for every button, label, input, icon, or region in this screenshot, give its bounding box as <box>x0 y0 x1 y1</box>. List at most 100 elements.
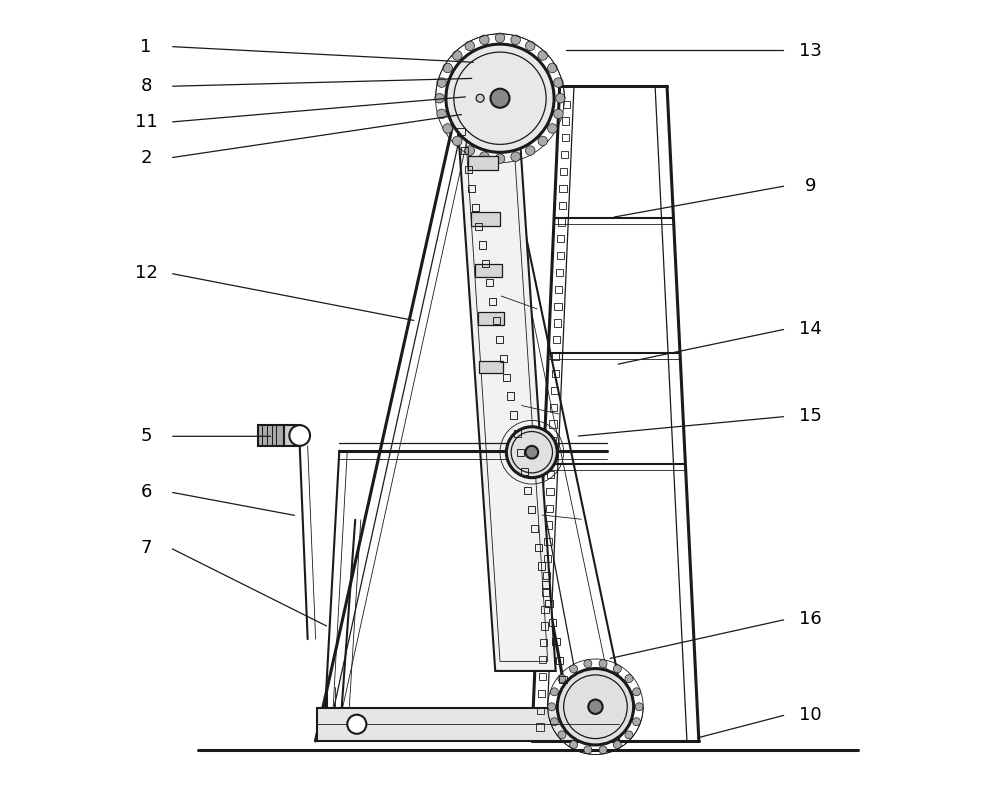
Circle shape <box>599 660 607 668</box>
Circle shape <box>557 669 634 745</box>
Bar <box>510 412 517 419</box>
Bar <box>544 555 551 562</box>
Bar <box>478 312 504 325</box>
Text: 12: 12 <box>135 264 157 282</box>
Text: 13: 13 <box>799 42 822 59</box>
Bar <box>544 538 552 545</box>
Bar <box>531 525 538 532</box>
Text: 7: 7 <box>140 538 152 557</box>
Circle shape <box>476 95 484 103</box>
Circle shape <box>570 665 578 673</box>
Bar <box>552 370 559 377</box>
Bar <box>554 320 561 327</box>
Text: 5: 5 <box>140 427 152 445</box>
Text: 6: 6 <box>140 483 152 501</box>
Circle shape <box>584 660 592 668</box>
Bar <box>471 212 500 226</box>
Polygon shape <box>456 103 556 671</box>
Bar <box>468 185 475 192</box>
Bar <box>537 706 544 714</box>
Circle shape <box>490 89 510 108</box>
Bar <box>562 135 569 142</box>
Bar <box>493 317 500 324</box>
Bar <box>549 421 557 428</box>
Circle shape <box>558 674 566 682</box>
Bar <box>461 147 468 155</box>
Bar <box>552 638 560 645</box>
Bar <box>556 657 563 664</box>
Bar <box>475 264 502 277</box>
Bar <box>486 280 493 287</box>
Bar <box>546 505 553 512</box>
Bar <box>558 219 565 226</box>
Circle shape <box>495 154 505 163</box>
Circle shape <box>495 33 505 42</box>
Bar <box>559 202 566 209</box>
Bar <box>500 355 507 362</box>
Bar <box>514 430 521 437</box>
Circle shape <box>588 699 603 714</box>
Circle shape <box>525 446 538 458</box>
Circle shape <box>538 136 548 146</box>
Bar <box>317 707 619 741</box>
Bar <box>489 298 496 305</box>
Bar <box>557 235 564 243</box>
Bar <box>554 303 562 310</box>
Circle shape <box>584 746 592 754</box>
Bar <box>541 606 549 613</box>
Bar <box>545 600 553 607</box>
Circle shape <box>506 427 557 477</box>
Bar <box>479 360 503 372</box>
Bar <box>528 505 535 513</box>
Bar <box>550 404 557 411</box>
Bar <box>560 168 567 175</box>
Circle shape <box>480 152 489 161</box>
Bar <box>549 437 556 445</box>
Circle shape <box>635 702 643 710</box>
Bar <box>562 118 569 125</box>
Bar <box>457 128 465 135</box>
Circle shape <box>443 123 452 133</box>
Bar <box>548 454 555 461</box>
Text: 15: 15 <box>799 408 822 425</box>
Bar <box>538 690 545 697</box>
Bar <box>517 449 524 457</box>
Bar <box>563 101 570 108</box>
Text: 2: 2 <box>140 149 152 167</box>
Bar <box>549 619 556 626</box>
Bar <box>552 353 559 360</box>
Circle shape <box>613 741 621 749</box>
Bar <box>465 166 472 173</box>
Circle shape <box>347 714 366 734</box>
Bar <box>535 544 542 550</box>
Circle shape <box>452 50 462 60</box>
Text: 14: 14 <box>799 320 822 338</box>
Circle shape <box>570 741 578 749</box>
Text: 16: 16 <box>799 610 822 628</box>
Bar <box>475 223 482 230</box>
Bar <box>479 241 486 248</box>
Bar <box>545 521 552 529</box>
Bar <box>482 260 489 268</box>
Bar <box>559 185 567 192</box>
Circle shape <box>437 78 446 87</box>
Bar <box>536 723 544 731</box>
Circle shape <box>446 44 554 152</box>
Circle shape <box>548 702 556 710</box>
Circle shape <box>550 718 558 726</box>
Bar <box>559 676 567 682</box>
Bar <box>468 155 498 170</box>
Circle shape <box>465 146 475 155</box>
Circle shape <box>465 41 475 50</box>
Bar <box>557 252 564 260</box>
Bar <box>553 336 560 344</box>
Bar <box>542 589 549 596</box>
Circle shape <box>511 152 520 161</box>
Circle shape <box>525 41 535 50</box>
Bar <box>539 673 546 680</box>
Circle shape <box>548 123 557 133</box>
Bar <box>555 286 562 293</box>
Circle shape <box>558 731 566 739</box>
Circle shape <box>633 718 641 726</box>
Text: 8: 8 <box>140 78 152 95</box>
